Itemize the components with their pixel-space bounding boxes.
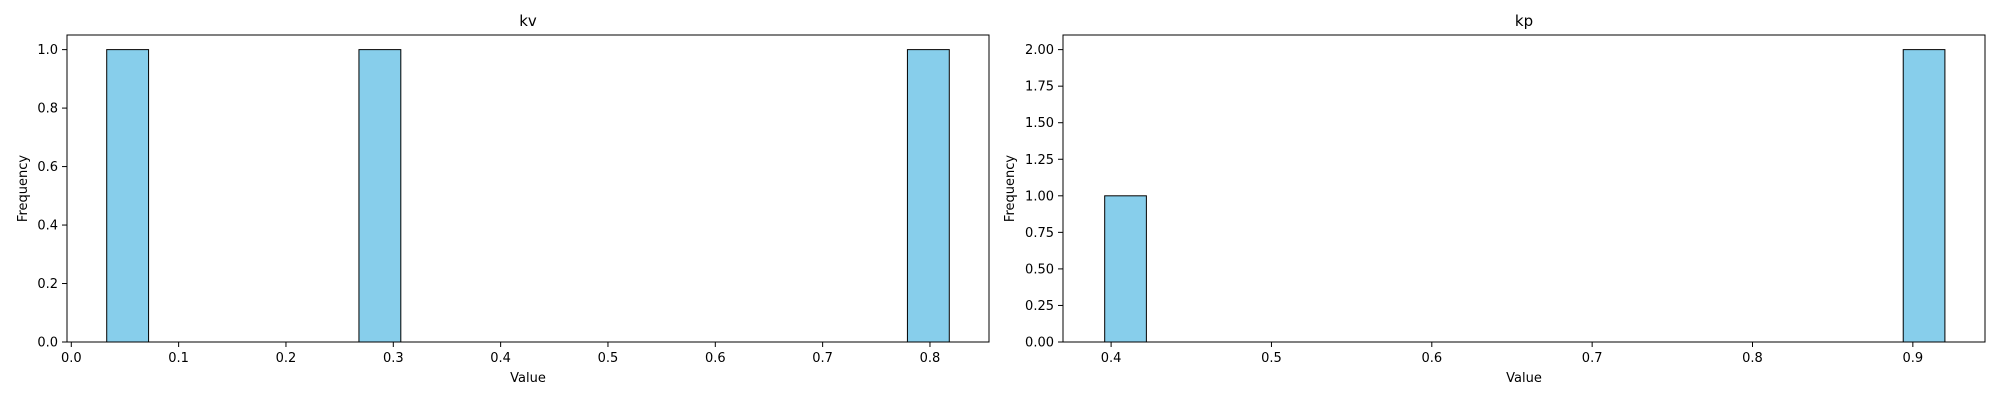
y-tick-label: 0.50 xyxy=(1025,262,1054,277)
x-tick-label: 0.9 xyxy=(1902,351,1923,366)
axes-frame xyxy=(66,34,990,343)
axes-frame xyxy=(1062,34,1986,343)
x-tick-label: 0.6 xyxy=(1421,351,1442,366)
chart-panel-kv: 0.0 0.1 0.2 0.3 0.4 0.5 0.6 0.7 0.8 0.0 0.2 0.4 0.6 0… xyxy=(16,12,990,386)
y-tick-label: 1.00 xyxy=(1025,189,1054,204)
x-axis-label: Value xyxy=(510,371,546,386)
x-tick-label: 0.7 xyxy=(1582,351,1603,366)
x-tick-label: 0.6 xyxy=(705,351,726,366)
x-axis-label: Value xyxy=(1506,371,1542,386)
histogram-bar xyxy=(106,49,150,343)
chart-title: kp xyxy=(1515,12,1533,30)
y-tick-label: 0.2 xyxy=(37,277,58,292)
y-tick-label: 0.8 xyxy=(37,102,58,117)
y-tick-label: 0.4 xyxy=(37,219,58,234)
x-tick-label: 0.4 xyxy=(1101,351,1122,366)
chart-panel-kp: 0.4 0.5 0.6 0.7 0.8 0.9 0.00 0.25 0.50 0.75 1.00 1.… xyxy=(1003,12,1986,386)
chart-title: kv xyxy=(519,12,537,30)
y-axis-label: Frequency xyxy=(1003,155,1018,222)
x-tick-label: 0.5 xyxy=(598,351,619,366)
histogram-bar xyxy=(358,49,402,343)
x-tick-label: 0.1 xyxy=(168,351,189,366)
y-tick-label: 1.50 xyxy=(1025,116,1054,131)
y-axis-label: Frequency xyxy=(16,155,31,222)
y-tick-label: 0.00 xyxy=(1025,336,1054,351)
x-tick-label: 0.4 xyxy=(490,351,511,366)
y-tick-label: 2.00 xyxy=(1025,43,1054,58)
histogram-bar xyxy=(906,49,950,343)
y-tick-label: 0.75 xyxy=(1025,226,1054,241)
y-tick-label: 1.0 xyxy=(37,43,58,58)
x-tick-label: 0.3 xyxy=(383,351,404,366)
histogram-bar xyxy=(1902,49,1946,343)
y-tick-label: 0.6 xyxy=(37,160,58,175)
y-tick-label: 1.75 xyxy=(1025,80,1054,95)
y-tick-label: 0.0 xyxy=(37,336,58,351)
x-tick-label: 0.0 xyxy=(61,351,82,366)
y-tick-label: 1.25 xyxy=(1025,153,1054,168)
x-tick-label: 0.2 xyxy=(276,351,297,366)
y-tick-label: 0.25 xyxy=(1025,299,1054,314)
x-tick-label: 0.8 xyxy=(920,351,941,366)
x-tick-label: 0.5 xyxy=(1261,351,1282,366)
x-tick-label: 0.8 xyxy=(1742,351,1763,366)
x-tick-label: 0.7 xyxy=(812,351,833,366)
histogram-bar xyxy=(1104,195,1147,343)
